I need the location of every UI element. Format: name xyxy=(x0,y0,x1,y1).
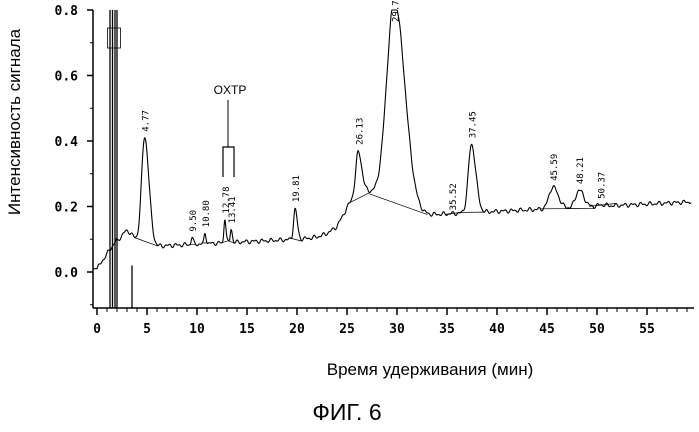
x-tick-label: 15 xyxy=(239,322,255,337)
x-tick-label: 20 xyxy=(289,322,305,337)
x-axis-label: Время удерживания (мин) xyxy=(327,360,534,379)
y-tick-label: 0.2 xyxy=(55,201,78,216)
oxtp-bracket xyxy=(223,100,234,177)
x-tick-label: 30 xyxy=(389,322,405,337)
x-tick-label: 50 xyxy=(589,322,605,337)
y-tick-label: 0.4 xyxy=(55,135,79,150)
peak-label: 35.52 xyxy=(449,183,459,210)
peak-label: 50.37 xyxy=(598,172,608,199)
y-tick-label: 0.8 xyxy=(55,4,79,19)
x-tick-label: 25 xyxy=(339,322,355,337)
peak-label: 4.77 xyxy=(142,110,152,132)
y-axis-label: Интенсивность сигнала xyxy=(5,28,24,215)
solvent-front-spikes xyxy=(108,10,133,308)
chromatogram-trace xyxy=(93,10,691,269)
x-tick-label: 10 xyxy=(189,322,205,337)
peak-label: 26.13 xyxy=(355,118,365,145)
x-tick-label: 35 xyxy=(439,322,455,337)
x-tick-label: 40 xyxy=(489,322,505,337)
x-ticks: 0 5 10 15 20 25 30 35 40 45 50 55 xyxy=(93,308,655,337)
peak-label: 37.45 xyxy=(469,111,479,138)
peak-labels: 4.779.5010.8012.7813.4119.8126.1329.7535… xyxy=(142,0,608,232)
peak-label: 10.80 xyxy=(202,200,212,227)
x-tick-label: 45 xyxy=(539,322,555,337)
peak-label: 29.75 xyxy=(392,0,402,22)
peak-label: 48.21 xyxy=(576,157,586,184)
x-tick-label: 5 xyxy=(143,322,151,337)
peak-label: 45.59 xyxy=(550,154,560,181)
y-tick-label: 0.6 xyxy=(55,70,79,85)
peak-label: 13.41 xyxy=(228,196,238,223)
x-tick-label: 0 xyxy=(93,322,101,337)
y-ticks: 0.0 0.2 0.4 0.6 0.8 xyxy=(55,4,93,305)
oxtp-annotation: OXTP xyxy=(214,83,247,97)
y-tick-label: 0.0 xyxy=(55,266,79,281)
peak-label: 19.81 xyxy=(292,175,302,202)
x-tick-label: 55 xyxy=(639,322,655,337)
peak-label: 9.50 xyxy=(189,210,199,232)
figure-caption: ФИГ. 6 xyxy=(312,399,381,425)
